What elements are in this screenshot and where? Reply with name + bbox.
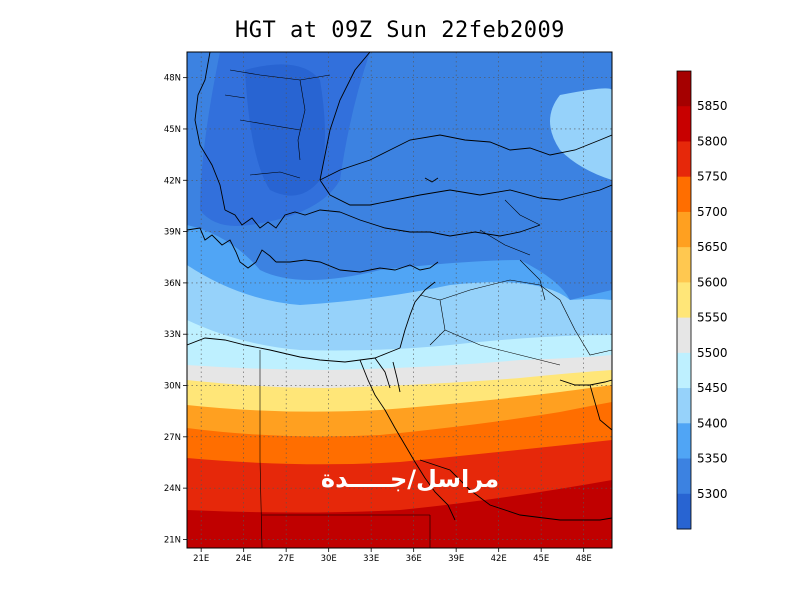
lon-tick-label: 27E xyxy=(278,554,294,564)
colorbar-swatch xyxy=(677,458,691,495)
coastlines xyxy=(187,52,612,521)
colorbar-swatch xyxy=(677,71,691,107)
lon-tick-label: 45E xyxy=(533,554,549,564)
lon-tick-label: 48E xyxy=(576,554,592,564)
longitude-axis: 21E 24E 27E 30E 33E 36E 39E 42E 45E 48E xyxy=(193,548,592,564)
colorbar-level-label: 5400 xyxy=(697,416,728,430)
colorbar-swatch xyxy=(677,247,691,283)
height-field xyxy=(187,52,612,548)
colorbar-level-label: 5450 xyxy=(697,381,728,395)
lon-tick-label: 36E xyxy=(406,554,422,564)
colorbar-swatch xyxy=(677,352,691,389)
lat-tick-label: 48N xyxy=(164,74,181,84)
plot-frame xyxy=(186,51,613,549)
lat-tick-label: 39N xyxy=(164,228,181,238)
colorbar-level-label: 5350 xyxy=(697,452,728,466)
colorbar-level-label: 5650 xyxy=(697,240,728,254)
lat-tick-label: 30N xyxy=(164,382,181,392)
field-band-5300 xyxy=(245,64,325,196)
lat-tick-label: 36N xyxy=(164,279,181,289)
lat-tick-label: 24N xyxy=(164,484,181,494)
map-title: HGT at 09Z Sun 22feb2009 xyxy=(235,18,565,43)
lat-tick-label: 33N xyxy=(164,330,181,340)
colorbar-level-label: 5500 xyxy=(697,346,728,360)
lat-tick-label: 21N xyxy=(164,535,181,545)
lat-tick-label: 42N xyxy=(164,176,181,186)
colorbar-swatch xyxy=(677,493,691,530)
lon-tick-label: 42E xyxy=(491,554,507,564)
lon-tick-label: 30E xyxy=(321,554,337,564)
watermark-text: مراسل/جـــــدة xyxy=(321,465,499,493)
colorbar-swatch xyxy=(677,106,691,142)
colorbar-swatch xyxy=(677,211,691,248)
colorbar: 5850 5800 5750 5700 5650 5600 5550 5500 5450 5400… xyxy=(676,70,728,530)
colorbar-swatch xyxy=(677,176,691,213)
colorbar-level-label: 5600 xyxy=(697,275,728,289)
latitude-axis: 48N 45N 42N 39N 36N 33N 30N 27N 24N 21N xyxy=(164,74,187,545)
country-borders xyxy=(224,69,612,548)
colorbar-level-label: 5300 xyxy=(697,487,728,501)
lon-tick-label: 21E xyxy=(193,554,209,564)
lat-tick-label: 27N xyxy=(164,433,181,443)
field-band-5450 xyxy=(550,88,612,180)
colorbar-level-label: 5750 xyxy=(697,170,728,184)
colorbar-frame xyxy=(676,70,692,530)
colorbar-swatch xyxy=(677,282,691,319)
colorbar-swatch xyxy=(677,317,691,354)
lat-tick-label: 45N xyxy=(164,125,181,135)
lon-tick-label: 24E xyxy=(236,554,252,564)
colorbar-level-label: 5700 xyxy=(697,205,728,219)
lon-tick-label: 33E xyxy=(363,554,379,564)
colorbar-level-label: 5800 xyxy=(697,134,728,148)
lon-tick-label: 39E xyxy=(448,554,464,564)
colorbar-level-label: 5550 xyxy=(697,311,728,325)
colorbar-swatch xyxy=(677,388,691,424)
lat-lon-grid xyxy=(187,52,612,548)
colorbar-level-label: 5850 xyxy=(697,99,728,113)
colorbar-swatch xyxy=(677,141,691,178)
field-band-5850 xyxy=(187,480,612,548)
colorbar-swatch xyxy=(677,423,691,460)
